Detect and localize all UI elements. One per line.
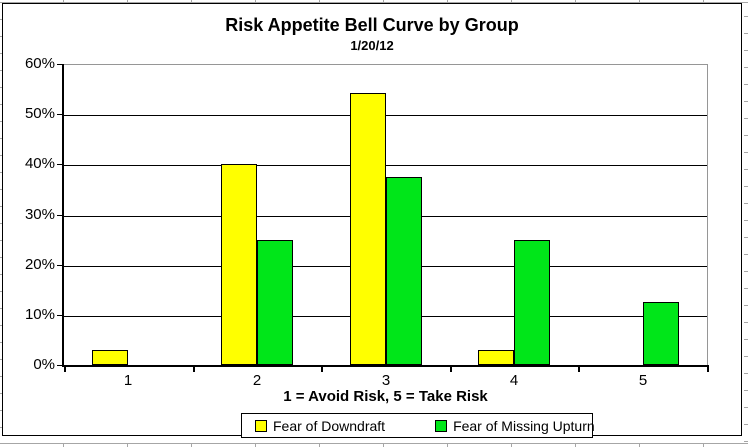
bar-fear-of-missing-upturn <box>643 302 679 365</box>
bar-fear-of-downdraft <box>221 164 257 365</box>
x-axis-line <box>62 365 709 367</box>
y-axis-tick-label: 60% <box>24 55 55 72</box>
y-axis-tick <box>57 215 62 216</box>
bar-fear-of-downdraft <box>350 93 386 365</box>
x-axis-category-label: 3 <box>381 372 391 389</box>
legend-entry: Fear of Downdraft <box>255 418 385 434</box>
legend-swatch-icon <box>435 419 448 432</box>
y-axis-tick <box>57 265 62 266</box>
y-axis-tick-label: 20% <box>24 256 55 273</box>
legend-entry: Fear of Missing Upturn <box>435 418 595 434</box>
bar-fear-of-missing-upturn <box>257 240 293 365</box>
y-axis-tick-label: 50% <box>24 105 55 122</box>
chart-object[interactable]: Risk Appetite Bell Curve by Group 1/20/1… <box>2 3 742 438</box>
x-axis-category-label: 4 <box>509 372 519 389</box>
x-axis-title: 1 = Avoid Risk, 5 = Take Risk <box>283 388 488 405</box>
chart-title: Risk Appetite Bell Curve by Group <box>225 15 519 35</box>
y-axis-tick <box>57 315 62 316</box>
x-axis-tick <box>578 367 580 372</box>
bar-fear-of-downdraft <box>478 350 514 365</box>
y-axis-tick-label: 40% <box>24 155 55 172</box>
bar-fear-of-downdraft <box>92 350 128 365</box>
legend-swatch-icon <box>255 419 267 432</box>
y-axis-tick <box>57 114 62 115</box>
x-axis-tick <box>193 367 195 372</box>
x-axis-category-label: 1 <box>123 372 133 389</box>
spreadsheet-column-gridlines-top <box>0 0 748 2</box>
x-axis-tick <box>450 367 452 372</box>
x-axis-category-label: 5 <box>638 372 648 389</box>
y-axis-line <box>62 64 64 367</box>
legend-series-label: Fear of Downdraft <box>273 417 386 434</box>
legend-series-label: Fear of Missing Upturn <box>453 417 595 434</box>
chart-subtitle: 1/20/12 <box>350 38 394 53</box>
y-axis-tick-label: 0% <box>33 356 55 373</box>
y-axis-tick <box>57 164 62 165</box>
y-axis-tick-label: 30% <box>24 206 55 223</box>
x-axis-category-label: 2 <box>252 372 262 389</box>
y-axis-tick-label: 10% <box>24 306 55 323</box>
legend: Fear of Downdraft Fear of Missing Upturn <box>241 413 595 438</box>
y-axis-tick <box>57 64 62 65</box>
x-axis-tick <box>321 367 323 372</box>
y-axis-tick <box>57 365 62 366</box>
x-axis-tick <box>64 367 66 372</box>
bar-fear-of-missing-upturn <box>386 177 422 365</box>
bar-fear-of-missing-upturn <box>514 240 550 365</box>
spreadsheet-row-gridline-bottom <box>0 443 748 444</box>
x-axis-tick <box>707 367 709 372</box>
spreadsheet-row-gridlines-right <box>744 0 748 447</box>
